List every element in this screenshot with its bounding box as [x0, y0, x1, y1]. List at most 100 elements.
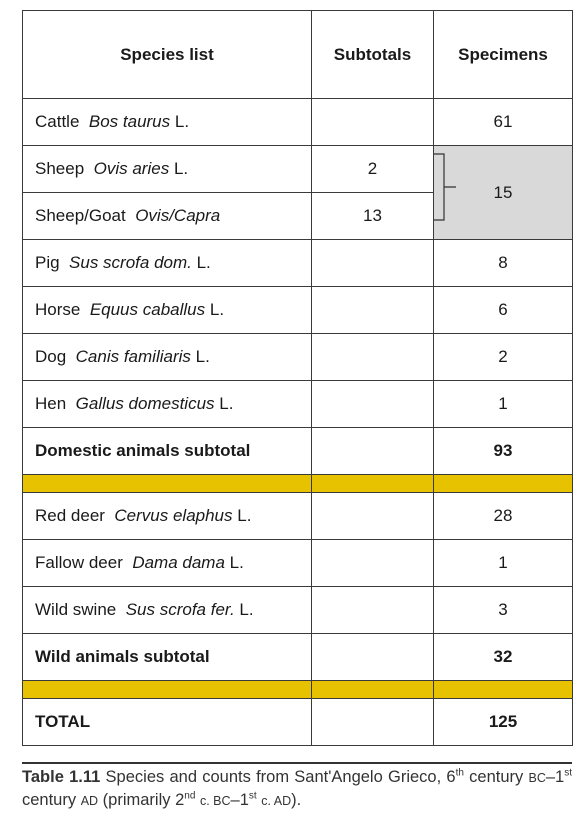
authority: L. [196, 253, 211, 272]
subtotal-row: Wild animals subtotal 32 [22, 633, 573, 681]
authority: L. [174, 112, 190, 131]
total-label: TOTAL [22, 698, 312, 746]
merged-specimens-cell: 15 [433, 145, 573, 240]
caption-text: AD [80, 794, 99, 808]
subtotal-cell [311, 239, 434, 287]
specimens-cell: 61 [433, 98, 573, 146]
authority: L. [173, 159, 189, 178]
specimens-cell: 2 [433, 333, 573, 381]
caption-text: century [22, 791, 81, 809]
authority: L. [209, 300, 225, 319]
specimens-cell: 1 [433, 380, 573, 428]
specimens-cell: 6 [433, 286, 573, 334]
latin-name: Equus caballus [89, 300, 206, 319]
separator-cell [433, 680, 573, 699]
species-row: Wild swine Sus scrofa fer. L. 3 [22, 586, 573, 634]
subtotal-cell [311, 586, 434, 634]
common-name: Dog [35, 347, 67, 366]
species-row: Cattle Bos taurus L. 61 [22, 98, 573, 146]
specimens-cell: 8 [433, 239, 573, 287]
specimens-cell: 28 [433, 492, 573, 540]
caption-text: c. AD [261, 794, 292, 808]
authority: L. [219, 394, 234, 413]
species-cell: Pig Sus scrofa dom. L. [22, 239, 312, 287]
separator-cell [311, 474, 434, 493]
authority: L. [195, 347, 210, 366]
common-name: Wild swine [35, 600, 117, 619]
species-row: Red deer Cervus elaphus L. 28 [22, 492, 573, 540]
latin-name: Bos taurus [88, 112, 171, 131]
specimens-cell: 1 [433, 539, 573, 587]
caption-sup: st [564, 767, 572, 779]
caption-text: (primarily 2 [98, 791, 185, 809]
latin-name: Sus scrofa fer. [125, 600, 235, 619]
latin-name: Sus scrofa dom. [69, 253, 192, 272]
latin-name: Dama dama [132, 553, 225, 572]
caption-text: century [463, 768, 529, 786]
species-row: Dog Canis familiaris L. 2 [22, 333, 573, 381]
specimens-cell: 32 [433, 633, 573, 681]
caption-label: Table 1.11 [22, 768, 101, 786]
latin-name: Ovis/Capra [135, 206, 221, 225]
common-name: Red deer [35, 506, 105, 525]
species-cell: Hen Gallus domesticus L. [22, 380, 312, 428]
subtotal-cell [311, 492, 434, 540]
species-cell: Cattle Bos taurus L. [22, 98, 312, 146]
separator-cell [433, 474, 573, 493]
species-table: Species list Subtotals Specimens Cattle … [22, 10, 573, 746]
separator-row [22, 680, 573, 699]
species-cell: Horse Equus caballus L. [22, 286, 312, 334]
authority: L. [229, 553, 244, 572]
species-row: Sheep Ovis aries L. 2 15 [22, 145, 573, 240]
total-row: TOTAL 125 [22, 698, 573, 746]
header-cell: Species list [22, 10, 312, 99]
species-cell: Red deer Cervus elaphus L. [22, 492, 312, 540]
specimens-cell: 93 [433, 427, 573, 475]
caption-text: c. BC [199, 794, 231, 808]
separator-cell [311, 680, 434, 699]
subtotal-cell [311, 98, 434, 146]
caption-sup: nd [184, 790, 196, 802]
separator-cell [22, 680, 312, 699]
caption-text: –1 [230, 791, 249, 809]
species-row: Hen Gallus domesticus L. 1 [22, 380, 573, 428]
subtotal-cell: 2 [311, 145, 434, 193]
subtotal-row: Domestic animals subtotal 93 [22, 427, 573, 475]
header-row: Species list Subtotals Specimens [22, 10, 573, 99]
species-row: Horse Equus caballus L. 6 [22, 286, 573, 334]
subtotal-label: Wild animals subtotal [22, 633, 312, 681]
subtotal-cell [311, 427, 434, 475]
common-name: Sheep [35, 159, 85, 178]
caption-text: ). [291, 791, 302, 809]
common-name: Horse [35, 300, 81, 319]
authority: L. [239, 600, 254, 619]
subtotal-cell [311, 633, 434, 681]
common-name: Hen [35, 394, 67, 413]
separator-cell [22, 474, 312, 493]
subtotal-cell [311, 286, 434, 334]
caption-sup: st [248, 790, 257, 802]
species-cell: Dog Canis familiaris L. [22, 333, 312, 381]
subtotal-cell [311, 698, 434, 746]
common-name: Sheep/Goat [35, 206, 126, 225]
common-name: Pig [35, 253, 60, 272]
subtotal-cell: 13 [311, 192, 434, 240]
latin-name: Cervus elaphus [114, 506, 233, 525]
table-wrap: Species list Subtotals Specimens Cattle … [22, 10, 573, 746]
caption-text: BC [528, 771, 546, 785]
header-cell: Subtotals [311, 10, 434, 99]
common-name: Fallow deer [35, 553, 123, 572]
latin-name: Canis familiaris [75, 347, 191, 366]
species-cell: Sheep Ovis aries L. [22, 145, 312, 193]
species-row: Fallow deer Dama dama L. 1 [22, 539, 573, 587]
latin-name: Gallus domesticus [75, 394, 215, 413]
header-cell: Specimens [433, 10, 573, 99]
bracket [434, 153, 456, 221]
caption-text: Species and counts from Sant'Angelo Grie… [105, 768, 456, 786]
species-cell: Sheep/Goat Ovis/Capra [22, 192, 312, 240]
caption-sup: th [455, 767, 464, 779]
caption-text: –1 [545, 768, 565, 786]
species-cell: Wild swine Sus scrofa fer. L. [22, 586, 312, 634]
authority: L. [237, 506, 252, 525]
specimens-cell: 125 [433, 698, 573, 746]
